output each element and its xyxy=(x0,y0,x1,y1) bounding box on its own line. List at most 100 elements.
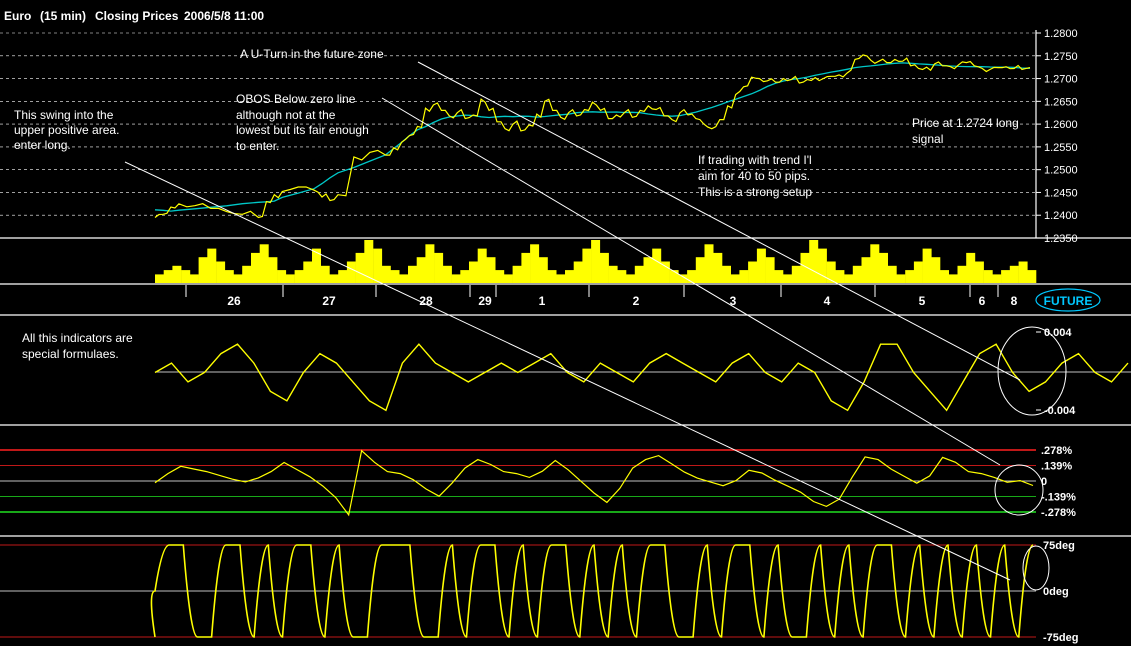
volume-bar xyxy=(695,257,705,283)
volume-bar xyxy=(974,261,984,283)
osc2-tick-label: 0 xyxy=(1041,476,1047,488)
osc3-tick-label: 0deg xyxy=(1043,586,1069,598)
volume-bar xyxy=(791,265,801,283)
date-label: 2 xyxy=(633,294,640,308)
volume-bar xyxy=(783,274,792,283)
volume-bar xyxy=(285,274,295,283)
volume-bar xyxy=(844,274,854,283)
oscillator2-line xyxy=(154,449,1034,517)
volume-bar xyxy=(1027,270,1037,283)
volume-bar xyxy=(521,252,531,283)
osc2-tick-label: -.139% xyxy=(1041,492,1076,504)
osc1-tick-label: -0.004 xyxy=(1044,405,1076,417)
volume-bar xyxy=(678,274,688,283)
volume-bar xyxy=(722,265,731,283)
moving-average-line xyxy=(154,62,1031,212)
annotation-obos-1: OBOS Below zero line xyxy=(236,92,356,106)
volume-bar xyxy=(922,248,932,283)
volume-bar xyxy=(442,265,452,283)
volume-bar xyxy=(660,261,670,283)
volume-bar xyxy=(617,270,627,283)
price-series-line xyxy=(154,54,1031,219)
annotation-trend-1: If trading with trend I'l xyxy=(698,153,812,167)
osc2-tick-label: .278% xyxy=(1041,445,1072,457)
volume-bar xyxy=(224,270,234,283)
volume-bar xyxy=(896,274,906,283)
volume-bar xyxy=(756,248,766,283)
volume-bar xyxy=(887,265,897,283)
volume-bar xyxy=(931,257,941,283)
volume-bar xyxy=(748,261,758,283)
osc3-highlight-circle xyxy=(1022,545,1050,591)
header-interval: (15 min) xyxy=(40,9,86,23)
annotation-price-1: Price at 1.2724 long xyxy=(912,116,1019,130)
volume-bar xyxy=(172,265,182,283)
volume-bar xyxy=(477,248,487,283)
volume-bar xyxy=(216,261,226,283)
annotation-obos-4: to enter. xyxy=(236,139,279,153)
volume-bar xyxy=(329,274,339,283)
volume-bar xyxy=(643,257,653,283)
volume-bar xyxy=(800,252,810,283)
annotation-uturn: A U-Turn in the future zone xyxy=(240,47,384,61)
annotation-swing-1: This swing into the xyxy=(14,108,114,122)
header-price-type: Closing Prices xyxy=(95,9,179,23)
volume-bar xyxy=(233,274,243,283)
osc2-highlight-circle xyxy=(994,464,1044,516)
volume-bar xyxy=(416,257,426,283)
volume-bar xyxy=(538,257,548,283)
price-tick-label: 1.2450 xyxy=(1044,187,1078,199)
annotation-trend-3: This is a strong setup xyxy=(698,185,812,199)
volume-bar xyxy=(591,240,601,283)
volume-bar xyxy=(713,252,723,283)
price-tick-label: 1.2650 xyxy=(1044,96,1078,108)
volume-bar xyxy=(346,261,356,283)
volume-bar xyxy=(320,265,330,283)
volume-bar xyxy=(599,252,609,283)
volume-bar xyxy=(774,270,784,283)
volume-bar xyxy=(469,261,478,283)
date-label: 8 xyxy=(1011,294,1018,308)
volume-bar xyxy=(704,244,714,283)
annotation-indicators-1: All this indicators are xyxy=(22,331,133,345)
date-label: 6 xyxy=(979,294,986,308)
volume-bar xyxy=(338,270,348,283)
volume-bar xyxy=(163,270,173,283)
volume-bar xyxy=(451,274,461,283)
trend-line-c xyxy=(417,61,1021,381)
date-label: 26 xyxy=(227,294,241,308)
osc2-tick-label: -.278% xyxy=(1041,507,1076,519)
volume-bar xyxy=(879,252,888,283)
volume-bar xyxy=(408,265,417,283)
volume-bar xyxy=(582,248,592,283)
date-label: 29 xyxy=(478,294,492,308)
volume-bar xyxy=(966,252,976,283)
volume-bar xyxy=(634,265,644,283)
annotation-obos-2: although not at the xyxy=(236,108,336,122)
volume-bar xyxy=(817,248,827,283)
date-label: 5 xyxy=(919,294,926,308)
volume-bar xyxy=(198,257,208,283)
volume-bar xyxy=(251,252,260,283)
volume-bar xyxy=(1009,265,1019,283)
price-tick-label: 1.2400 xyxy=(1044,210,1078,222)
volume-bar xyxy=(957,265,967,283)
volume-bar xyxy=(826,261,836,283)
price-tick-label: 1.2700 xyxy=(1044,74,1078,86)
volume-bar xyxy=(809,240,819,283)
volume-bar xyxy=(242,265,252,283)
volume-bar xyxy=(460,270,470,283)
osc1-highlight-circle xyxy=(997,326,1067,416)
oscillator1-line xyxy=(154,343,1129,412)
price-tick-label: 1.2750 xyxy=(1044,51,1078,63)
volume-bar xyxy=(565,270,574,283)
date-label: 27 xyxy=(322,294,336,308)
volume-bar xyxy=(835,270,845,283)
volume-bar xyxy=(277,270,287,283)
annotation-price-2: signal xyxy=(912,132,943,146)
price-tick-label: 1.2500 xyxy=(1044,165,1078,177)
price-tick-label: 1.2350 xyxy=(1044,233,1078,245)
annotation-swing-2: upper positive area. xyxy=(14,123,119,137)
volume-bar xyxy=(503,274,513,283)
